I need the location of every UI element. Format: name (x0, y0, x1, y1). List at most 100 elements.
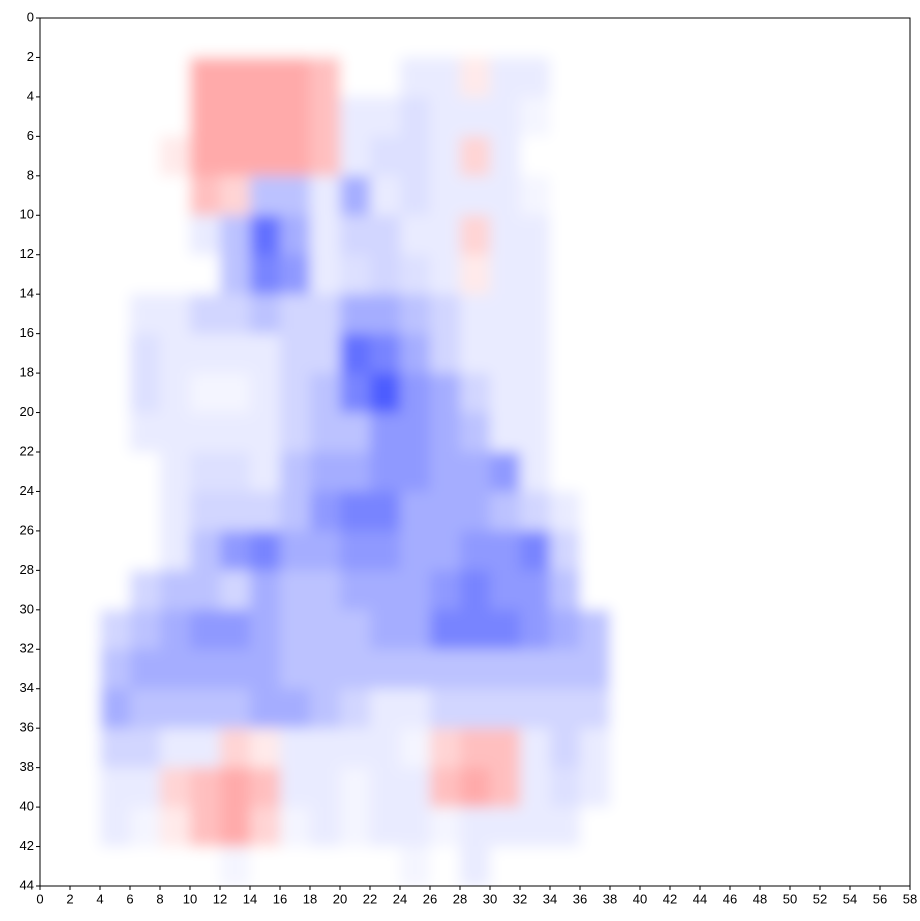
heatmap-cell (160, 254, 191, 295)
heatmap-cell (250, 728, 281, 769)
heatmap-cell (760, 215, 791, 256)
heatmap-cell (190, 373, 221, 414)
heatmap-cell (700, 96, 731, 137)
heatmap-cell (430, 215, 461, 256)
heatmap-cell (850, 846, 881, 886)
heatmap-cell (580, 846, 611, 886)
heatmap-cell (850, 254, 881, 295)
heatmap-cell (100, 846, 131, 886)
heatmap-cell (370, 491, 401, 532)
heatmap-cell (610, 294, 641, 335)
heatmap-cell (40, 373, 71, 414)
heatmap-cell (610, 57, 641, 98)
heatmap-cell (100, 728, 131, 769)
heatmap-cell (40, 728, 71, 769)
heatmap-cell (610, 649, 641, 690)
heatmap-cell (460, 18, 491, 58)
heatmap-cell (820, 649, 851, 690)
heatmap-cell (580, 649, 611, 690)
heatmap-cell (880, 294, 910, 335)
heatmap-cell (220, 609, 251, 650)
heatmap-cell (250, 333, 281, 374)
heatmap-cell (610, 215, 641, 256)
heatmap-cell (730, 254, 761, 295)
heatmap-cell (190, 767, 221, 808)
heatmap-cell (790, 570, 821, 611)
heatmap-cell (610, 18, 641, 58)
heatmap-cell (850, 649, 881, 690)
heatmap-cell (700, 688, 731, 729)
heatmap-cell (370, 530, 401, 571)
heatmap-cell (610, 373, 641, 414)
heatmap-cell (430, 649, 461, 690)
heatmap-cell (430, 412, 461, 453)
heatmap-cell (490, 294, 521, 335)
heatmap-cell (250, 136, 281, 177)
heatmap-cell (310, 254, 341, 295)
heatmap-cell (340, 294, 371, 335)
heatmap-cell (700, 18, 731, 58)
heatmap-cell (400, 18, 431, 58)
heatmap-cell (760, 846, 791, 886)
heatmap-cell (280, 570, 311, 611)
heatmap-cell (670, 452, 701, 492)
heatmap-cell (460, 373, 491, 414)
heatmap-cell (190, 688, 221, 729)
heatmap-cell (310, 333, 341, 374)
heatmap-cell (400, 570, 431, 611)
heatmap-cell (670, 530, 701, 571)
heatmap-cell (550, 649, 581, 690)
heatmap-cell (190, 175, 221, 216)
heatmap-cell (250, 807, 281, 848)
heatmap-cell (370, 649, 401, 690)
heatmap-cell (610, 136, 641, 177)
heatmap-cell (370, 373, 401, 414)
heatmap-cell (70, 609, 101, 650)
heatmap-cell (670, 491, 701, 532)
heatmap-cell (790, 373, 821, 414)
heatmap-cell (100, 333, 131, 374)
heatmap-cell (580, 609, 611, 650)
heatmap-cell (820, 728, 851, 769)
heatmap (40, 18, 910, 886)
heatmap-cell (190, 807, 221, 848)
heatmap-cell (520, 807, 551, 848)
heatmap-cell (550, 254, 581, 295)
y-tick-label: 18 (20, 365, 34, 380)
heatmap-cell (130, 96, 161, 137)
heatmap-cell (490, 807, 521, 848)
heatmap-cell (520, 688, 551, 729)
heatmap-cell (700, 175, 731, 216)
x-tick-label: 54 (843, 891, 857, 906)
heatmap-cell (670, 96, 701, 137)
heatmap-cell (310, 57, 341, 98)
x-tick-label: 12 (213, 891, 227, 906)
heatmap-cell (250, 649, 281, 690)
heatmap-cell (880, 728, 910, 769)
heatmap-cell (100, 96, 131, 137)
heatmap-cell (580, 136, 611, 177)
heatmap-cell (490, 412, 521, 453)
heatmap-cell (280, 412, 311, 453)
heatmap-cell (430, 609, 461, 650)
heatmap-cell (280, 215, 311, 256)
heatmap-cell (820, 254, 851, 295)
heatmap-cell (550, 96, 581, 137)
heatmap-cell (730, 570, 761, 611)
heatmap-cell (730, 807, 761, 848)
heatmap-cell (820, 215, 851, 256)
heatmap-cell (880, 18, 910, 58)
heatmap-cell (700, 649, 731, 690)
heatmap-cell (370, 294, 401, 335)
heatmap-cell (700, 767, 731, 808)
heatmap-cell (490, 570, 521, 611)
heatmap-cell (460, 767, 491, 808)
heatmap-cell (850, 570, 881, 611)
heatmap-cell (70, 57, 101, 98)
heatmap-cell (280, 688, 311, 729)
y-tick-label: 14 (20, 286, 34, 301)
heatmap-cell (310, 767, 341, 808)
heatmap-cell (580, 254, 611, 295)
heatmap-cell (820, 136, 851, 177)
heatmap-cell (220, 452, 251, 492)
